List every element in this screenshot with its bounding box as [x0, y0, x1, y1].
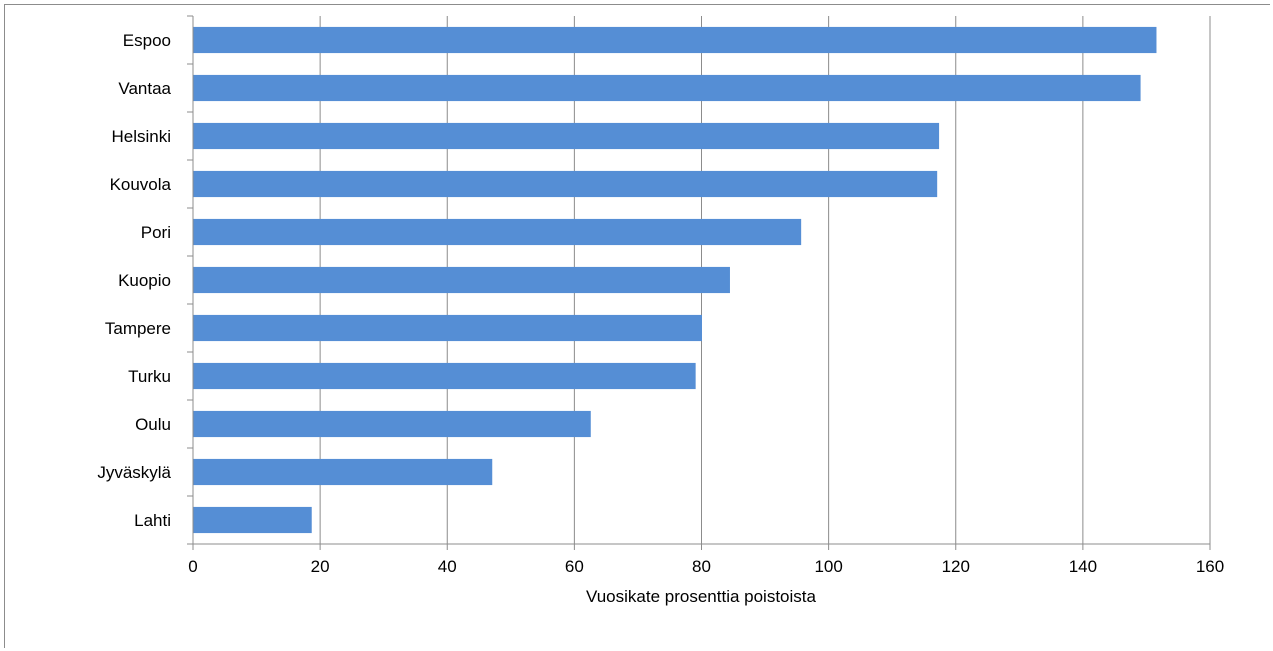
bar: [193, 74, 1141, 102]
y-category-label: Pori: [141, 223, 171, 242]
y-category-label: Lahti: [134, 511, 171, 530]
y-category-label: Espoo: [123, 31, 171, 50]
axes: [187, 15, 1211, 550]
bar: [193, 26, 1157, 54]
y-category-label: Jyväskylä: [97, 463, 171, 482]
x-tick-label: 20: [311, 557, 330, 576]
bar: [193, 266, 730, 294]
y-category-label: Kuopio: [118, 271, 171, 290]
bar: [193, 218, 802, 246]
y-category-label: Kouvola: [110, 175, 172, 194]
y-category-label: Helsinki: [111, 127, 171, 146]
bar: [193, 122, 940, 150]
x-tick-label: 60: [565, 557, 584, 576]
x-tick-label: 80: [692, 557, 711, 576]
x-tick-label: 160: [1196, 557, 1224, 576]
bar: [193, 506, 312, 534]
bars: [193, 26, 1157, 534]
x-tick-label: 0: [188, 557, 197, 576]
x-tick-label: 100: [814, 557, 842, 576]
bar: [193, 410, 591, 438]
y-category-label: Oulu: [135, 415, 171, 434]
x-axis-title: Vuosikate prosenttia poistoista: [586, 587, 816, 606]
bar: [193, 170, 938, 198]
labels: 0 20 40 60 80 100 120 140 160 Espoo Vantaa Helsinki…: [97, 31, 1224, 576]
y-category-label: Turku: [128, 367, 171, 386]
x-tick-label: 40: [438, 557, 457, 576]
y-category-label: Tampere: [105, 319, 171, 338]
bar: [193, 362, 696, 390]
x-tick-label: 140: [1069, 557, 1097, 576]
x-tick-label: 120: [942, 557, 970, 576]
bar: [193, 314, 702, 342]
y-category-label: Vantaa: [118, 79, 171, 98]
bar: [193, 458, 493, 486]
